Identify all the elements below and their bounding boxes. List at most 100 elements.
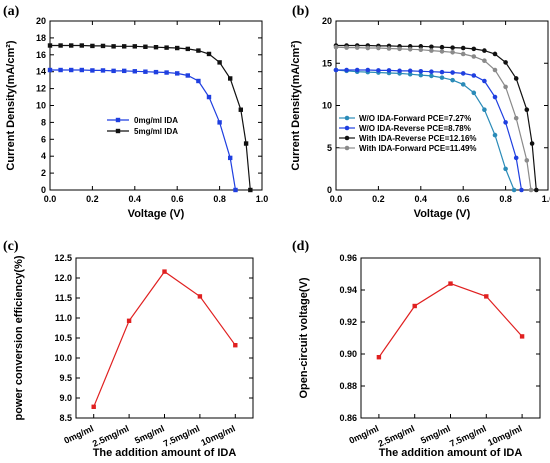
data-point [429, 73, 434, 79]
data-point [439, 69, 445, 75]
data-point [519, 187, 524, 193]
panel-a: (a) 0 2 4 6 8 10 12 14 16 18 20 0.0 0.2 0.4 0.6 0.8 1.0 Vo… [3, 4, 268, 220]
data-point [58, 43, 63, 48]
x-tick-label: 1.0 [542, 194, 550, 204]
data-point [47, 67, 53, 73]
legend-entry: W/O IDA-Forward PCE=7.27% [359, 114, 471, 123]
x-tick-label: 0mg/ml [348, 423, 381, 445]
y-tick-label: 9.5 [59, 373, 72, 383]
data-point [79, 67, 84, 73]
legend-swatch-marker [344, 115, 350, 121]
data-point [333, 67, 339, 73]
data-point [429, 48, 434, 53]
data-point [439, 44, 445, 50]
data-point [482, 48, 487, 53]
panel-b: (b) 0 5 10 15 20 0.0 0.2 0.4 0.6 0.8 1.0 Voltage (V)… [290, 4, 550, 220]
x-tick-label: 7.5mg/ml [162, 423, 202, 449]
y-tick-label: 12.0 [54, 273, 72, 283]
data-point [397, 46, 402, 52]
data-point [206, 51, 212, 57]
data-point [439, 75, 445, 80]
series-5mg-ml-ida [47, 43, 253, 193]
x-tick-label: 7.5mg/ml [448, 423, 488, 449]
x-tick-label: 0.0 [44, 194, 57, 204]
data-point [185, 46, 190, 52]
data-point [386, 68, 392, 73]
data-point [450, 49, 455, 55]
data-point [164, 45, 169, 50]
x-axis-title: Voltage (V) [414, 208, 471, 220]
data-point [132, 44, 137, 49]
data-point [397, 68, 402, 74]
data-point [175, 71, 180, 76]
x-tick-label: 0.8 [499, 194, 512, 204]
data-point [376, 355, 382, 360]
data-point [243, 141, 249, 146]
x-tick-label: 0.4 [415, 194, 428, 204]
data-point [407, 71, 413, 77]
data-point [344, 45, 349, 50]
data-point [439, 49, 445, 54]
data-point [519, 334, 525, 339]
y-tick-label: 0.86 [339, 413, 357, 423]
data-point [418, 44, 424, 49]
data-point [175, 45, 180, 51]
panel-d: (d) 0.86 0.88 0.90 0.92 0.94 0.96 0mg/ml2.5mg/m… [292, 239, 541, 459]
legend-entry: 5mg/ml IDA [134, 127, 178, 136]
legend-swatch-marker [344, 145, 350, 151]
data-point [482, 58, 487, 64]
data-point [197, 294, 203, 299]
data-point [471, 54, 477, 59]
data-point [365, 67, 371, 73]
x-tick-label: 0.2 [372, 194, 385, 204]
y-tick-label: 0.94 [339, 285, 357, 295]
x-tick-label: 1.0 [256, 194, 269, 204]
data-point [418, 72, 424, 78]
y-tick-label: 0 [327, 185, 332, 195]
y-tick-label: 0.96 [339, 253, 357, 263]
data-point [376, 68, 381, 73]
y-tick-label: 6 [41, 134, 46, 144]
data-point [386, 46, 392, 51]
data-point [111, 68, 116, 74]
data-point [376, 45, 381, 51]
data-point [513, 115, 519, 121]
series-data [376, 281, 525, 360]
data-point [153, 69, 159, 75]
legend-swatch-marker [344, 125, 350, 131]
y-tick-label: 0.88 [339, 381, 357, 391]
y-axis-title: Open-circuit voltage(V) [298, 277, 310, 398]
data-point [217, 120, 222, 125]
y-tick-label: 16 [36, 50, 46, 60]
x-tick-label: 0.2 [86, 194, 99, 204]
x-tick-label: 0mg/ml [62, 423, 95, 445]
data-point [90, 43, 95, 49]
y-tick-label: 10.5 [54, 333, 72, 343]
data-point [196, 78, 201, 84]
y-tick-label: 10 [322, 101, 332, 111]
y-tick-label: 9.0 [59, 393, 72, 403]
data-point [233, 187, 238, 193]
y-axis-title: Current Density(mA/cm²) [5, 40, 17, 171]
x-axis-title: Voltage (V) [128, 208, 185, 220]
panel-label: (c) [3, 239, 19, 254]
y-tick-label: 15 [322, 58, 332, 68]
data-point [492, 132, 498, 138]
data-point [164, 70, 169, 75]
y-axis-title: power conversion efficiency(%) [13, 255, 25, 420]
y-tick-label: 11.5 [55, 293, 72, 303]
data-point [407, 68, 413, 74]
data-point [492, 51, 498, 57]
x-tick-label: 0.6 [457, 194, 470, 204]
data-point [228, 76, 233, 81]
data-point [69, 43, 74, 48]
data-point [450, 77, 455, 83]
data-point [513, 155, 519, 161]
data-point [534, 187, 539, 193]
x-tick-label: 10mg/ml [486, 423, 523, 447]
data-point [126, 318, 132, 323]
data-point [511, 187, 517, 193]
data-point [233, 343, 238, 348]
legend-entry: With IDA-Reverse PCE=12.16% [359, 134, 477, 143]
